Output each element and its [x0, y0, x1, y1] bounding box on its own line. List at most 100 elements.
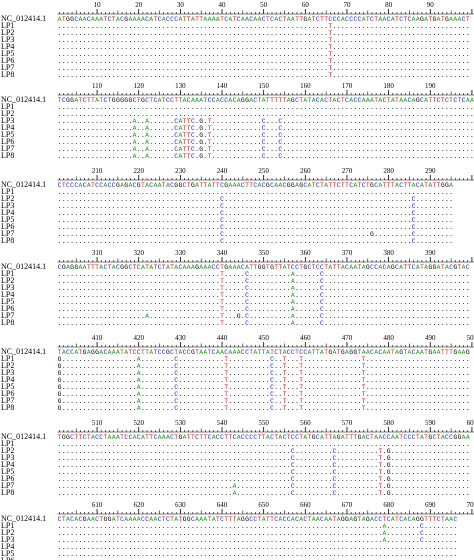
base: G [441, 182, 445, 189]
identical-base: . [174, 72, 178, 79]
base: C [191, 146, 195, 153]
identical-base: . [420, 189, 424, 196]
identical-base: . [470, 104, 474, 111]
identical-base: . [158, 125, 162, 132]
identical-base: . [316, 23, 320, 30]
identical-base: . [328, 398, 332, 405]
identical-base: . [295, 125, 299, 132]
identical-base: . [66, 132, 70, 139]
identical-base: . [166, 125, 170, 132]
identical-base: . [162, 139, 166, 146]
identical-base: . [95, 285, 99, 292]
identical-base: . [395, 58, 399, 65]
identical-base: . [174, 104, 178, 111]
identical-base: . [162, 285, 166, 292]
identical-base: . [220, 23, 224, 30]
identical-base: . [424, 271, 428, 278]
identical-base: . [128, 65, 132, 72]
identical-base: . [153, 44, 157, 51]
base: T [433, 97, 437, 104]
identical-base: . [216, 111, 220, 118]
identical-base: . [195, 51, 199, 58]
identical-base: . [103, 384, 107, 391]
base: C [291, 264, 295, 271]
identical-base: . [462, 37, 466, 44]
identical-base: . [199, 391, 203, 398]
base: C [387, 16, 391, 23]
identical-base: . [420, 203, 424, 210]
identical-base: . [91, 37, 95, 44]
identical-base: . [349, 292, 353, 299]
identical-base: . [224, 292, 228, 299]
identical-base: . [378, 271, 382, 278]
identical-base: . [283, 51, 287, 58]
base: T [283, 363, 287, 370]
identical-base: . [424, 320, 428, 327]
identical-base: . [141, 363, 145, 370]
identical-base: . [103, 118, 107, 125]
identical-base: . [62, 44, 66, 51]
identical-base: . [149, 104, 153, 111]
identical-base: . [333, 306, 337, 313]
identical-base: . [133, 58, 137, 65]
identical-base: . [299, 320, 303, 327]
identical-base: . [462, 398, 466, 405]
sample-sequence: .......................................T… [58, 306, 470, 313]
base: T [187, 182, 191, 189]
identical-base: . [133, 65, 137, 72]
identical-base: . [183, 217, 187, 224]
base: A [178, 153, 182, 160]
identical-base: . [224, 111, 228, 118]
identical-base: . [212, 320, 216, 327]
identical-base: . [358, 65, 362, 72]
identical-base: . [428, 377, 432, 384]
identical-base: . [199, 285, 203, 292]
identical-base: . [203, 51, 207, 58]
identical-base: . [91, 224, 95, 231]
identical-base: . [220, 370, 224, 377]
identical-base: . [295, 384, 299, 391]
base: C [316, 264, 320, 271]
identical-base: . [158, 238, 162, 245]
identical-base: . [403, 285, 407, 292]
base: G [116, 182, 120, 189]
identical-base: . [278, 65, 282, 72]
base: C [170, 16, 174, 23]
identical-base: . [249, 203, 253, 210]
identical-base: . [341, 210, 345, 217]
identical-base: . [124, 271, 128, 278]
identical-base: . [224, 37, 228, 44]
base: C [333, 16, 337, 23]
identical-base: . [233, 104, 237, 111]
identical-base: . [353, 224, 357, 231]
base: A [374, 349, 378, 356]
identical-base: . [370, 23, 374, 30]
identical-base: . [458, 139, 462, 146]
identical-base: . [320, 377, 324, 384]
identical-base: . [66, 217, 70, 224]
base: C [278, 125, 282, 132]
identical-base: . [120, 224, 124, 231]
base: A [412, 97, 416, 104]
identical-base: . [158, 189, 162, 196]
base: A [470, 97, 474, 104]
identical-base: . [358, 125, 362, 132]
identical-base: . [170, 139, 174, 146]
identical-base: . [458, 44, 462, 51]
reference-label: NC_012414.1 [1, 262, 46, 271]
identical-base: . [228, 125, 232, 132]
identical-base: . [295, 363, 299, 370]
identical-base: . [112, 51, 116, 58]
identical-base: . [112, 306, 116, 313]
identical-base: . [262, 377, 266, 384]
base: C [174, 356, 178, 363]
identical-base: . [195, 370, 199, 377]
base: T [220, 16, 224, 23]
identical-base: . [199, 377, 203, 384]
base: T [187, 16, 191, 23]
identical-base: . [403, 292, 407, 299]
identical-base: . [195, 285, 199, 292]
identical-base: . [191, 391, 195, 398]
sample-sequence: ........................................… [58, 58, 470, 65]
